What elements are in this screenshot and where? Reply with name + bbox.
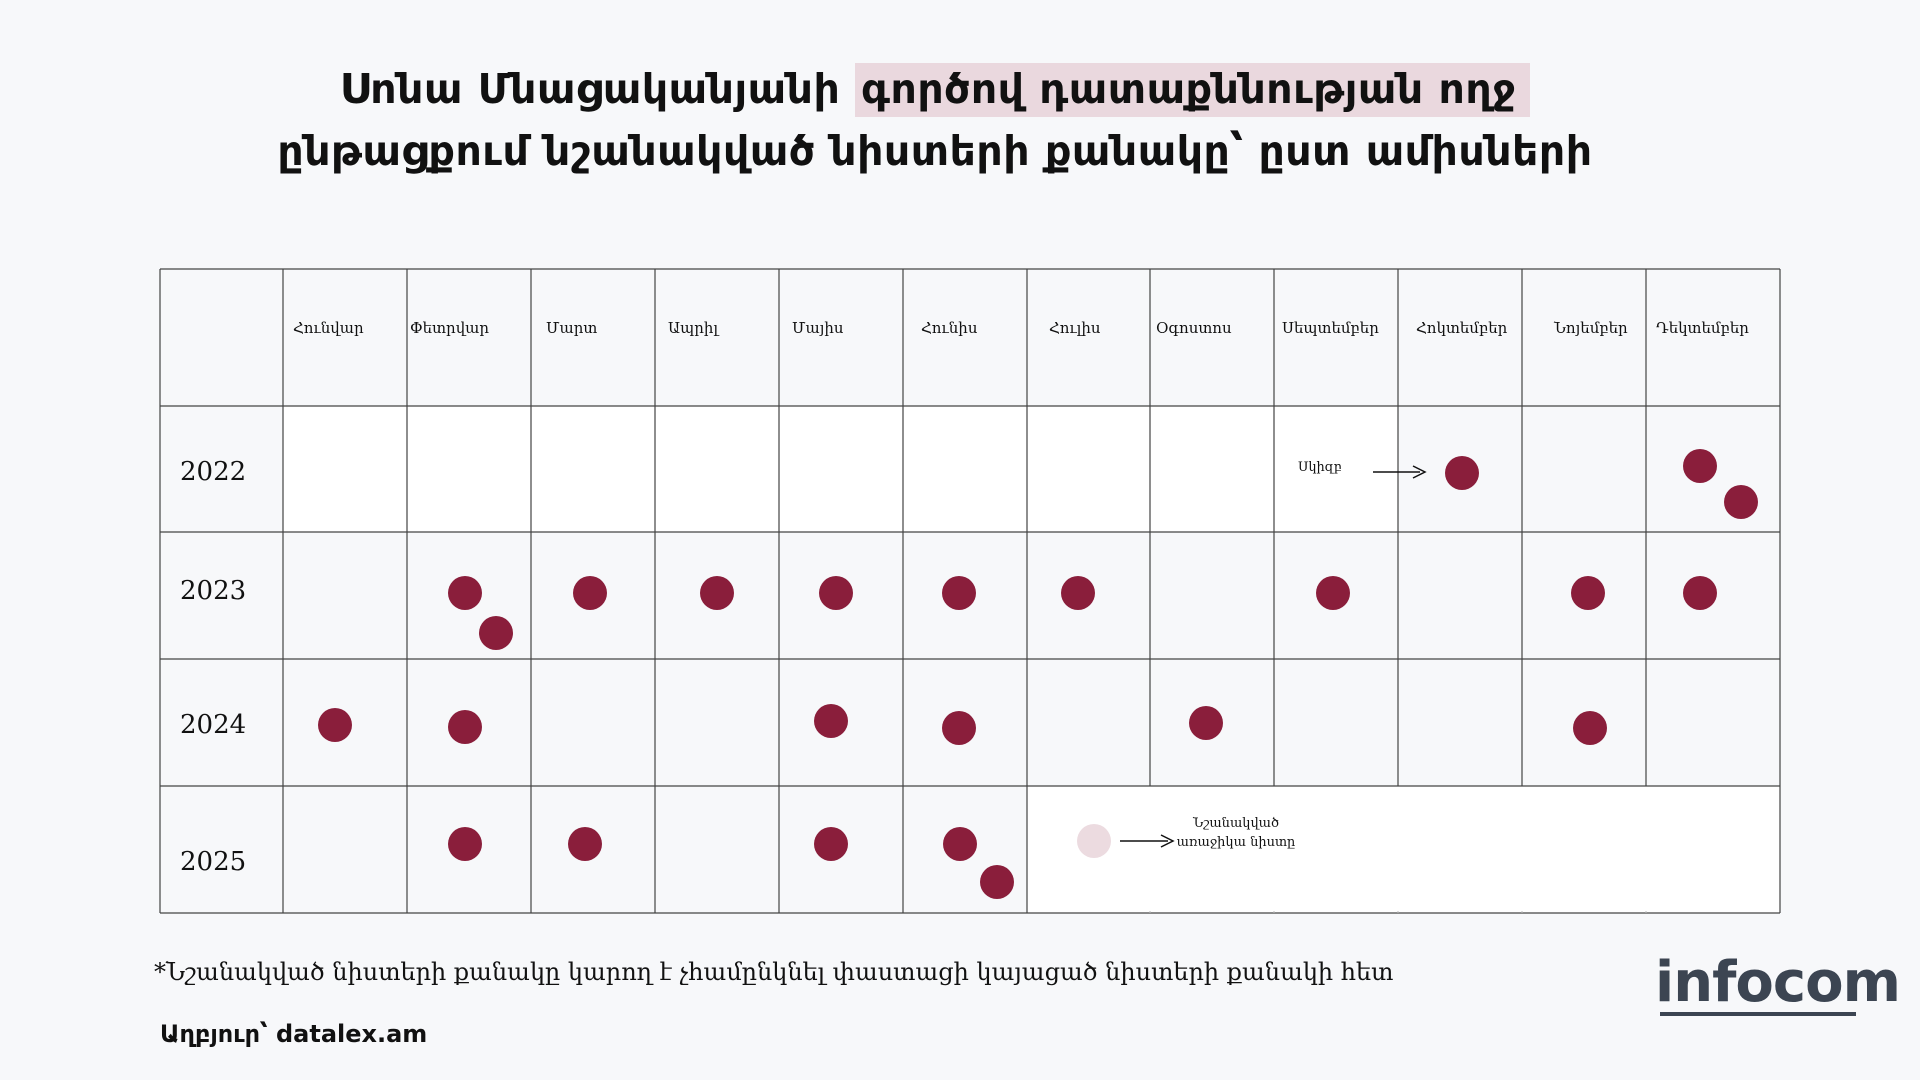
grid-cell: [1150, 269, 1274, 406]
month-label: Հուլիս: [1049, 319, 1101, 337]
grid-cell: [531, 406, 655, 532]
grid-cell: [1274, 269, 1398, 406]
grid-cell: [283, 269, 407, 406]
next-session-label: առաջիկա նիստը: [1177, 835, 1296, 850]
grid-cell: [283, 406, 407, 532]
grid-cell: [1274, 659, 1398, 786]
year-label: 2022: [180, 457, 246, 487]
footnote: *Նշանակված նիստերի քանակը կարող է չհամըն…: [154, 958, 1394, 986]
grid-cell: [1646, 659, 1780, 786]
grid-cell: [655, 659, 779, 786]
year-label: 2023: [180, 576, 246, 606]
session-dot: [448, 827, 482, 861]
month-label: Փետրվար: [410, 319, 489, 337]
grid-cell: [1150, 532, 1274, 659]
month-label: Դեկտեմբեր: [1656, 319, 1749, 337]
grid-cell: [160, 406, 283, 532]
grid-cell: [283, 786, 407, 913]
grid-cell: [1027, 659, 1150, 786]
session-dot: [1445, 456, 1479, 490]
session-dot: [1573, 711, 1607, 745]
month-label: Ապրիլ: [668, 319, 719, 337]
infocom-logo: infocom: [1655, 950, 1901, 1015]
grid-cell: [1027, 406, 1150, 532]
session-dot: [568, 827, 602, 861]
grid-cell: [283, 532, 407, 659]
grid-cell: [1398, 269, 1522, 406]
next-session-area: [1027, 786, 1780, 913]
grid-cell: [1027, 269, 1150, 406]
start-label: Սկիզբ: [1298, 460, 1342, 475]
session-dot: [1316, 576, 1350, 610]
session-dot: [1189, 706, 1223, 740]
session-dot: [700, 576, 734, 610]
session-dot: [814, 827, 848, 861]
grid-cell: [407, 269, 531, 406]
year-label: 2024: [180, 710, 246, 740]
session-dot: [1061, 576, 1095, 610]
session-dot: [819, 576, 853, 610]
session-dot: [1724, 485, 1758, 519]
grid-cell: [160, 659, 283, 786]
month-label: Մայիս: [792, 319, 844, 337]
month-label: Սեպտեմբեր: [1282, 319, 1379, 337]
month-label: Մարտ: [546, 319, 597, 337]
grid-cell: [1522, 406, 1646, 532]
session-dot: [942, 711, 976, 745]
session-dot: [479, 616, 513, 650]
grid-cell: [779, 269, 903, 406]
session-dot: [814, 704, 848, 738]
session-dot: [318, 708, 352, 742]
title-line-2: ընթացքում նշանակված նիստերի քանակը՝ ըստ …: [277, 127, 1593, 175]
grid-cell: [1398, 532, 1522, 659]
session-dot: [980, 865, 1014, 899]
next-session-dot: [1077, 824, 1111, 858]
grid-cell: [903, 406, 1027, 532]
month-label: Օգոստոս: [1156, 319, 1232, 337]
title-plain-text: Սոնա Մնացականյանի: [339, 65, 856, 113]
start-arrowhead: [1412, 465, 1427, 479]
grid-cell: [1522, 269, 1646, 406]
grid-cell: [655, 269, 779, 406]
month-label: Հոկտեմբեր: [1416, 319, 1508, 337]
grid-cell: [903, 269, 1027, 406]
title-line-1: Սոնա Մնացականյանի գործով դատաքննության ո…: [0, 58, 1870, 120]
grid-cell: [655, 406, 779, 532]
year-label: 2025: [180, 847, 246, 877]
session-dot: [942, 576, 976, 610]
next-session-arrowhead: [1160, 834, 1175, 848]
chart-title: Սոնա Մնացականյանի գործով դատաքննության ո…: [0, 58, 1870, 182]
grid-cell: [779, 406, 903, 532]
source-note: Աղբյուր՝ datalex.am: [160, 1020, 428, 1048]
grid-cell: [407, 406, 531, 532]
session-dot: [1683, 576, 1717, 610]
grid-cell: [655, 786, 779, 913]
logo-underline: [1660, 1012, 1856, 1016]
session-dot: [943, 827, 977, 861]
grid-cell: [1398, 659, 1522, 786]
grid-cell: [160, 786, 283, 913]
grid-cell: [1274, 406, 1398, 532]
session-dot: [448, 710, 482, 744]
month-label: Հունիս: [921, 319, 978, 337]
title-highlight-text: գործով դատաքննության ողջ: [855, 63, 1531, 117]
grid-cell: [531, 269, 655, 406]
session-dot: [1683, 449, 1717, 483]
session-dot: [1571, 576, 1605, 610]
next-session-label: Նշանակված: [1192, 816, 1279, 831]
grid-cell: [160, 269, 283, 406]
session-dot: [448, 576, 482, 610]
grid-cell: [160, 532, 283, 659]
month-label: Հունվար: [293, 319, 364, 337]
session-dot: [573, 576, 607, 610]
month-label: Նոյեմբեր: [1553, 319, 1628, 337]
grid-cell: [1646, 269, 1780, 406]
grid-cell: [1150, 406, 1274, 532]
grid-cell: [531, 659, 655, 786]
